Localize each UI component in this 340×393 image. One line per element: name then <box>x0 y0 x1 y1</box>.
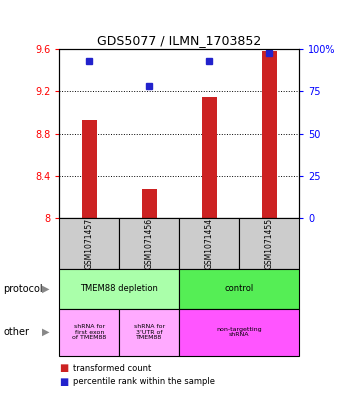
Text: ■: ■ <box>59 377 69 387</box>
Text: non-targetting
shRNA: non-targetting shRNA <box>217 327 262 338</box>
Text: TMEM88 depletion: TMEM88 depletion <box>81 285 158 293</box>
Text: ▶: ▶ <box>42 284 50 294</box>
Bar <box>142 189 157 218</box>
Text: GSM1071456: GSM1071456 <box>145 218 154 269</box>
Text: GSM1071455: GSM1071455 <box>265 218 274 269</box>
Text: ▶: ▶ <box>42 327 50 337</box>
Bar <box>262 51 277 218</box>
Text: shRNA for
3'UTR of
TMEM88: shRNA for 3'UTR of TMEM88 <box>134 324 165 340</box>
Title: GDS5077 / ILMN_1703852: GDS5077 / ILMN_1703852 <box>97 33 261 46</box>
Text: ■: ■ <box>59 363 69 373</box>
Text: GSM1071457: GSM1071457 <box>85 218 94 269</box>
Text: shRNA for
first exon
of TMEM88: shRNA for first exon of TMEM88 <box>72 324 106 340</box>
Bar <box>82 120 97 218</box>
Text: transformed count: transformed count <box>73 364 151 373</box>
Text: control: control <box>225 285 254 293</box>
Text: percentile rank within the sample: percentile rank within the sample <box>73 378 215 386</box>
Text: protocol: protocol <box>3 284 43 294</box>
Text: other: other <box>3 327 29 337</box>
Bar <box>202 97 217 218</box>
Text: GSM1071454: GSM1071454 <box>205 218 214 269</box>
